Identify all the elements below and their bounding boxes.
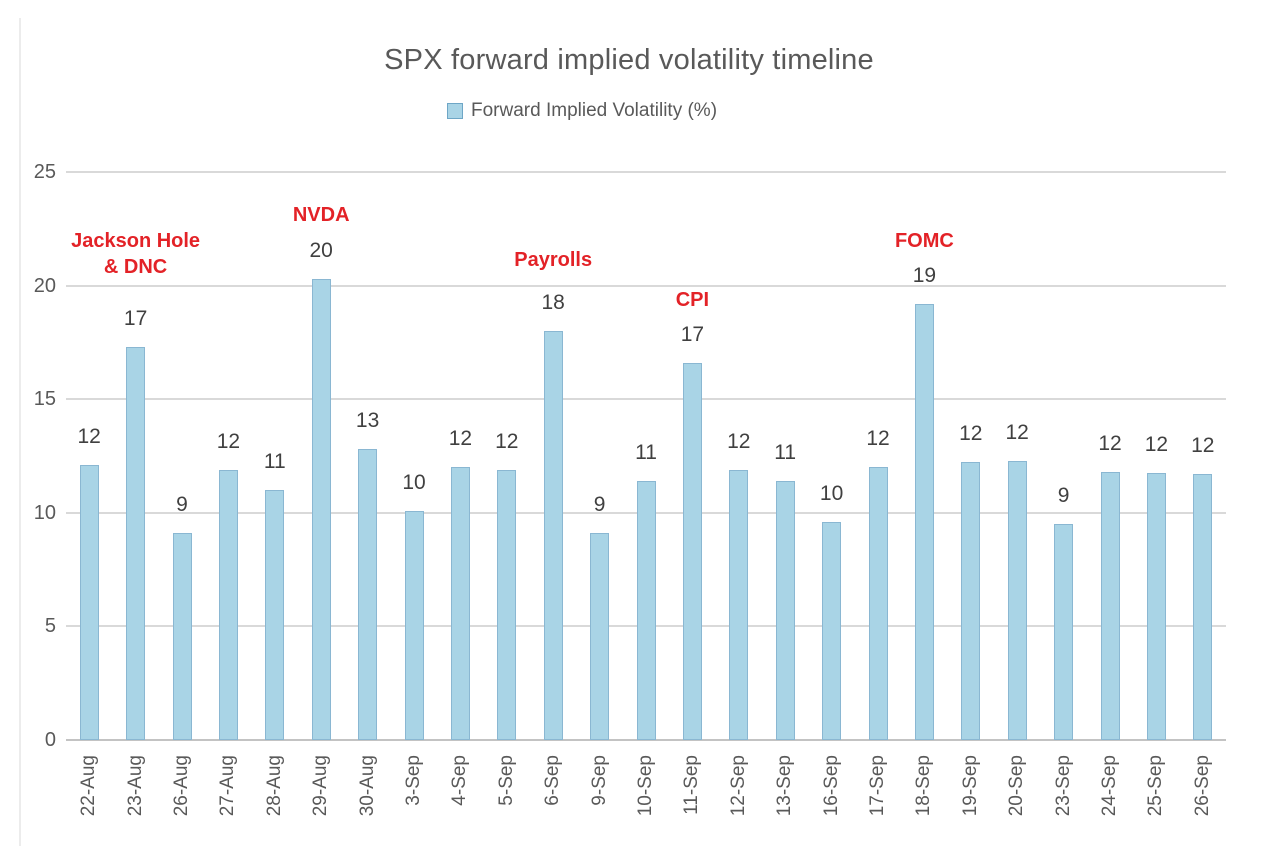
y-axis-label: 10 [33,501,56,524]
x-axis-label: 22-Aug [78,755,100,817]
x-axis-label: 25-Sep [1145,755,1167,817]
bar [265,490,285,740]
x-axis-label: 11-Sep [681,755,703,815]
event-annotation: FOMC [894,229,954,252]
x-axis-label: 19-Sep [959,755,981,817]
gridline [66,284,1226,287]
bar-value-label: 12 [495,429,519,453]
bar-value-label: 12 [216,429,241,453]
bar [1193,474,1213,740]
y-axis-label: 5 [44,615,56,638]
bar [775,480,795,740]
bar [1100,471,1120,740]
bar-value-label: 11 [774,440,797,464]
x-axis-label: 26-Aug [171,755,192,817]
bar-value-label: 12 [1005,420,1029,444]
bar [543,331,563,740]
x-axis-label: 10-Sep [635,755,656,817]
bar [218,469,238,740]
x-axis-label: 13-Sep [774,755,796,817]
x-axis-label: 9-Sep [588,755,610,806]
bar [682,362,702,740]
x-axis-label: 20-Sep [1006,755,1028,817]
bar-value-label: 12 [1098,431,1122,455]
chart-title: SPX forward implied volatility timeline [384,44,874,76]
bar-value-label: 11 [635,440,657,464]
bar-value-label: 20 [309,238,333,262]
y-axis-label: 15 [33,388,56,411]
x-axis-label: 27-Aug [217,755,239,817]
x-axis-label: 28-Aug [263,755,285,817]
x-axis-label: 23-Aug [124,755,146,817]
bar [311,278,331,740]
x-axis-label: 3-Sep [403,755,424,806]
bar [1007,460,1027,740]
bar-value-label: 9 [593,493,606,517]
bar-value-label: 9 [176,493,188,517]
x-axis-label: 16-Sep [820,755,842,817]
y-axis-label: 0 [44,729,56,751]
bar [590,533,610,740]
bar-value-label: 10 [819,481,844,505]
bar-value-label: 11 [263,450,286,474]
window-edge-line [19,18,21,846]
x-axis-label: 29-Aug [310,755,332,817]
bar-value-label: 12 [1191,434,1215,458]
event-annotation: Payrolls [514,249,593,272]
x-axis-label: 4-Sep [449,755,471,806]
bar [868,467,888,740]
bar [822,521,842,740]
legend-label: Forward Implied Volatility (%) [471,100,718,121]
x-axis-label: 26-Sep [1191,755,1213,817]
chart-legend: Forward Implied Volatility (%) [447,100,717,122]
y-axis-label: 25 [33,161,56,183]
bar [961,461,981,740]
x-axis-line [66,739,1226,741]
x-axis-label: 23-Sep [1052,755,1074,817]
event-annotation: CPI [675,288,710,311]
bar [79,465,99,740]
bar-value-label: 18 [541,291,565,315]
event-annotation: & DNC [103,255,168,278]
x-axis-label: 30-Aug [356,755,378,817]
bar-value-label: 9 [1057,484,1070,508]
bar [1054,524,1074,740]
event-annotation: NVDA [292,203,350,226]
gridline [66,171,1226,173]
bar [729,469,749,740]
bar [636,480,656,740]
bar-value-label: 12 [727,429,751,453]
bar-value-label: 17 [680,322,705,346]
bar [126,346,146,740]
bar-value-label: 17 [123,306,148,330]
bar-value-label: 12 [77,425,101,449]
x-axis-label: 18-Sep [913,755,935,817]
bar-value-label: 10 [402,470,426,494]
bar-value-label: 12 [866,427,890,451]
bar [172,533,192,740]
x-axis-label: 12-Sep [727,755,749,817]
bar [914,303,934,740]
x-axis-label: 5-Sep [495,755,517,806]
bar-value-label: 12 [1144,433,1169,457]
x-axis-label: 6-Sep [542,755,564,806]
event-annotation: Jackson Hole [71,229,201,252]
bar-value-label: 13 [355,409,380,433]
legend-swatch-icon [447,103,463,119]
bar-value-label: 12 [448,427,473,451]
bar-value-label: 19 [912,263,937,287]
bar [1146,473,1166,740]
x-axis-label: 24-Sep [1099,755,1120,817]
y-axis-label: 20 [33,274,56,297]
bar [358,449,378,740]
bar-value-label: 12 [959,421,983,445]
gridline [66,398,1226,401]
bar [404,510,424,740]
bar [497,469,517,740]
bar [450,467,470,740]
x-axis-label: 17-Sep [867,755,888,817]
